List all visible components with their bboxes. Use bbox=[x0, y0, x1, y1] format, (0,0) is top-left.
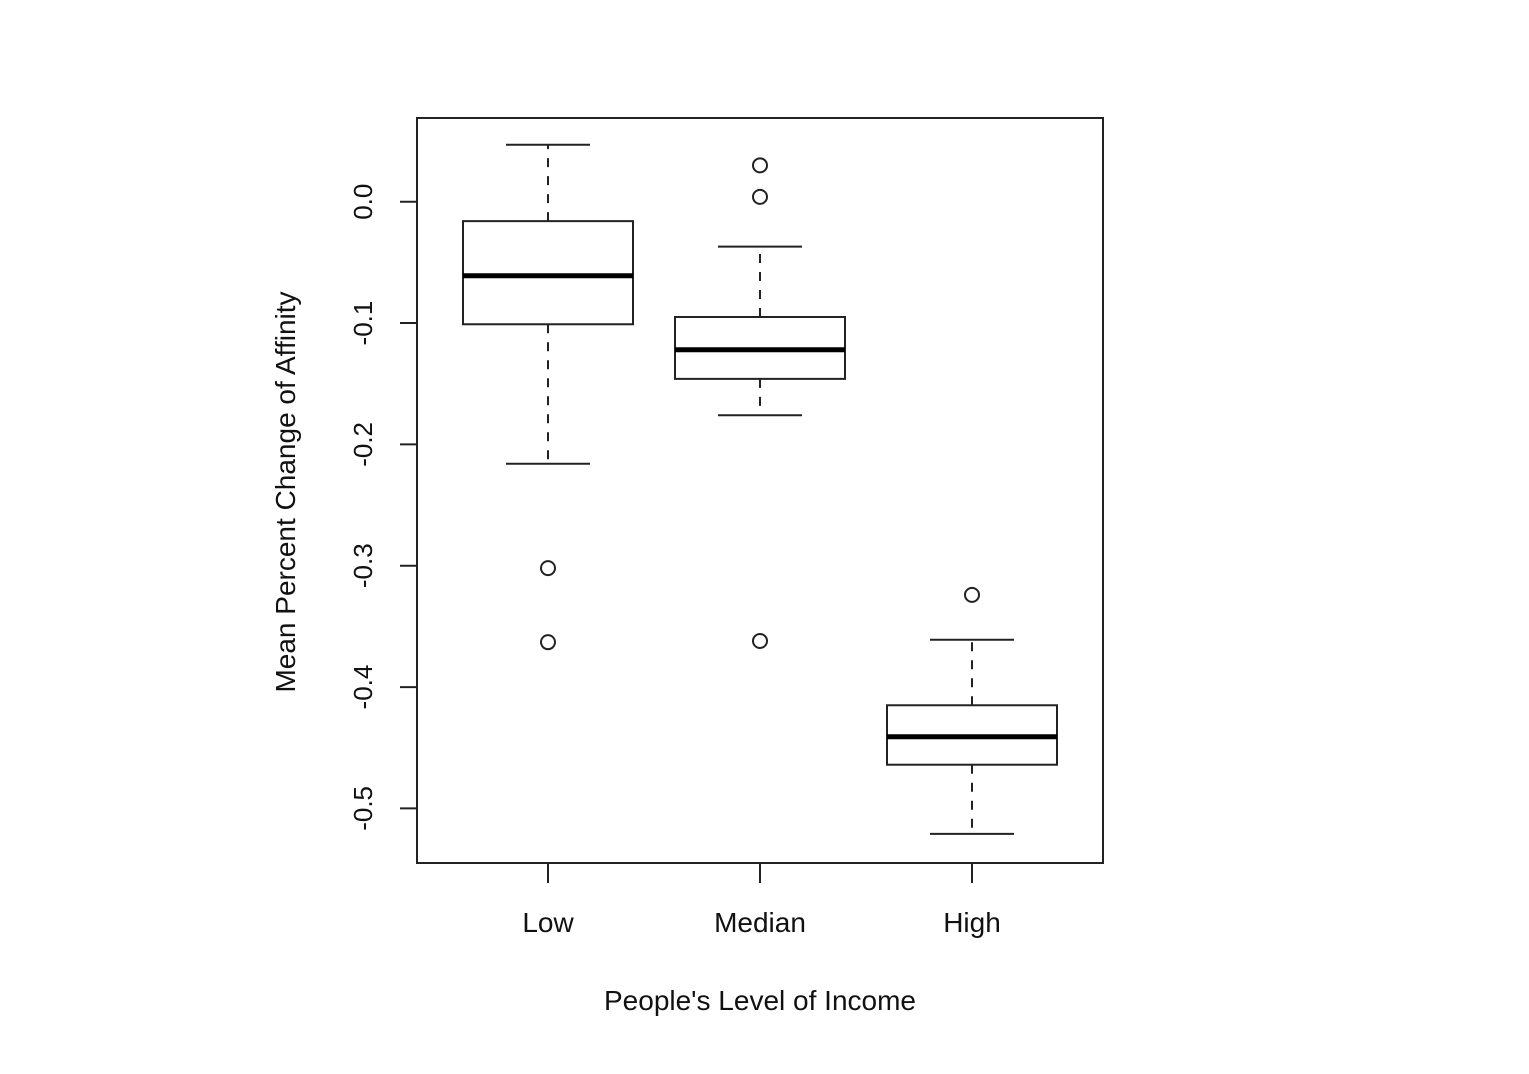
box-group-high bbox=[886, 586, 1058, 835]
x-axis: Low Median High bbox=[522, 863, 1001, 938]
y-tick-label: -0.2 bbox=[348, 422, 378, 467]
y-tick-label: -0.1 bbox=[348, 301, 378, 346]
y-axis-title: Mean Percent Change of Affinity bbox=[270, 291, 301, 692]
x-tick-label: Median bbox=[714, 907, 806, 938]
outlier-point bbox=[540, 634, 556, 651]
box-group-low bbox=[462, 143, 634, 651]
x-axis-title: People's Level of Income bbox=[604, 985, 916, 1016]
outlier-point bbox=[540, 560, 556, 577]
y-axis: 0.0 -0.1 -0.2 -0.3 -0.4 -0.5 bbox=[348, 184, 417, 831]
outlier-point bbox=[752, 188, 768, 205]
outlier-point bbox=[964, 586, 980, 603]
boxes bbox=[462, 143, 1058, 835]
x-tick-label: High bbox=[943, 907, 1001, 938]
outlier-point bbox=[752, 157, 768, 174]
x-tick-label: Low bbox=[522, 907, 574, 938]
y-tick-label: 0.0 bbox=[348, 184, 378, 220]
y-tick-label: -0.4 bbox=[348, 665, 378, 710]
box-group-median bbox=[674, 157, 846, 649]
y-tick-label: -0.5 bbox=[348, 786, 378, 831]
iqr-box bbox=[462, 220, 634, 326]
y-tick-label: -0.3 bbox=[348, 543, 378, 588]
outlier-point bbox=[752, 632, 768, 649]
